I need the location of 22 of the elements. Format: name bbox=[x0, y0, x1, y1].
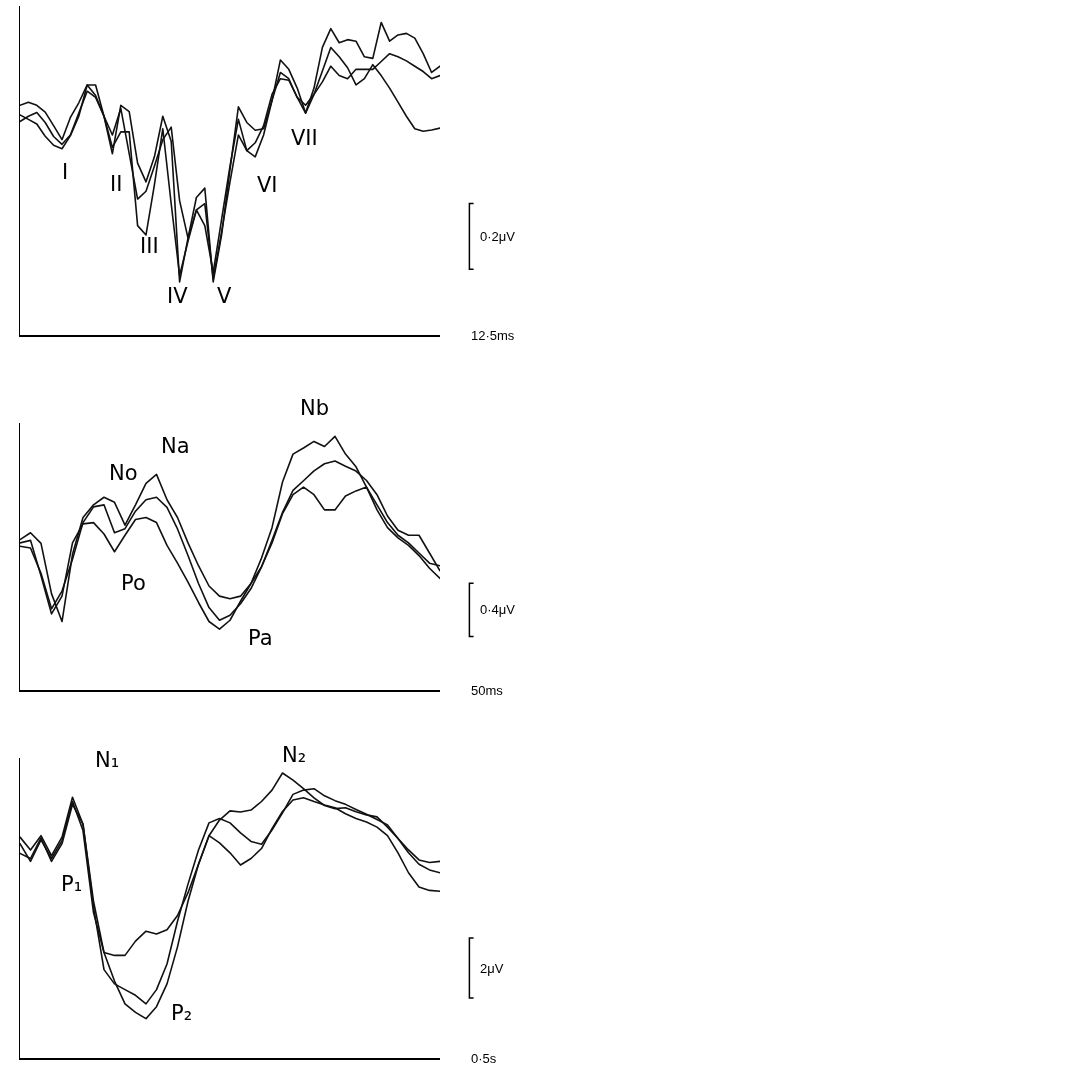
annotation: I bbox=[62, 160, 69, 184]
annotation: IV bbox=[167, 284, 189, 308]
annotation: P₂ bbox=[171, 1001, 193, 1025]
annotation: Pa bbox=[248, 626, 273, 650]
annotation: P₁ bbox=[61, 872, 83, 896]
annotation: Na bbox=[161, 434, 190, 458]
text: 12·5ms bbox=[471, 328, 515, 343]
text: 0·5s bbox=[471, 1051, 497, 1066]
text: N₁ bbox=[95, 748, 120, 772]
text: Nb bbox=[300, 396, 330, 420]
annotation: VII bbox=[291, 126, 318, 150]
text: 0·2μV bbox=[480, 229, 516, 244]
annotation: V bbox=[217, 284, 232, 308]
text: 2μV bbox=[480, 961, 504, 976]
annotation: Po bbox=[121, 571, 146, 595]
annotation: VI bbox=[257, 173, 278, 197]
annotation: II bbox=[110, 172, 123, 196]
annotation: III bbox=[140, 234, 159, 258]
text: 0·4μV bbox=[480, 602, 516, 617]
text: 50ms bbox=[471, 683, 504, 698]
text: N₂ bbox=[282, 743, 307, 767]
annotation: No bbox=[109, 461, 138, 485]
